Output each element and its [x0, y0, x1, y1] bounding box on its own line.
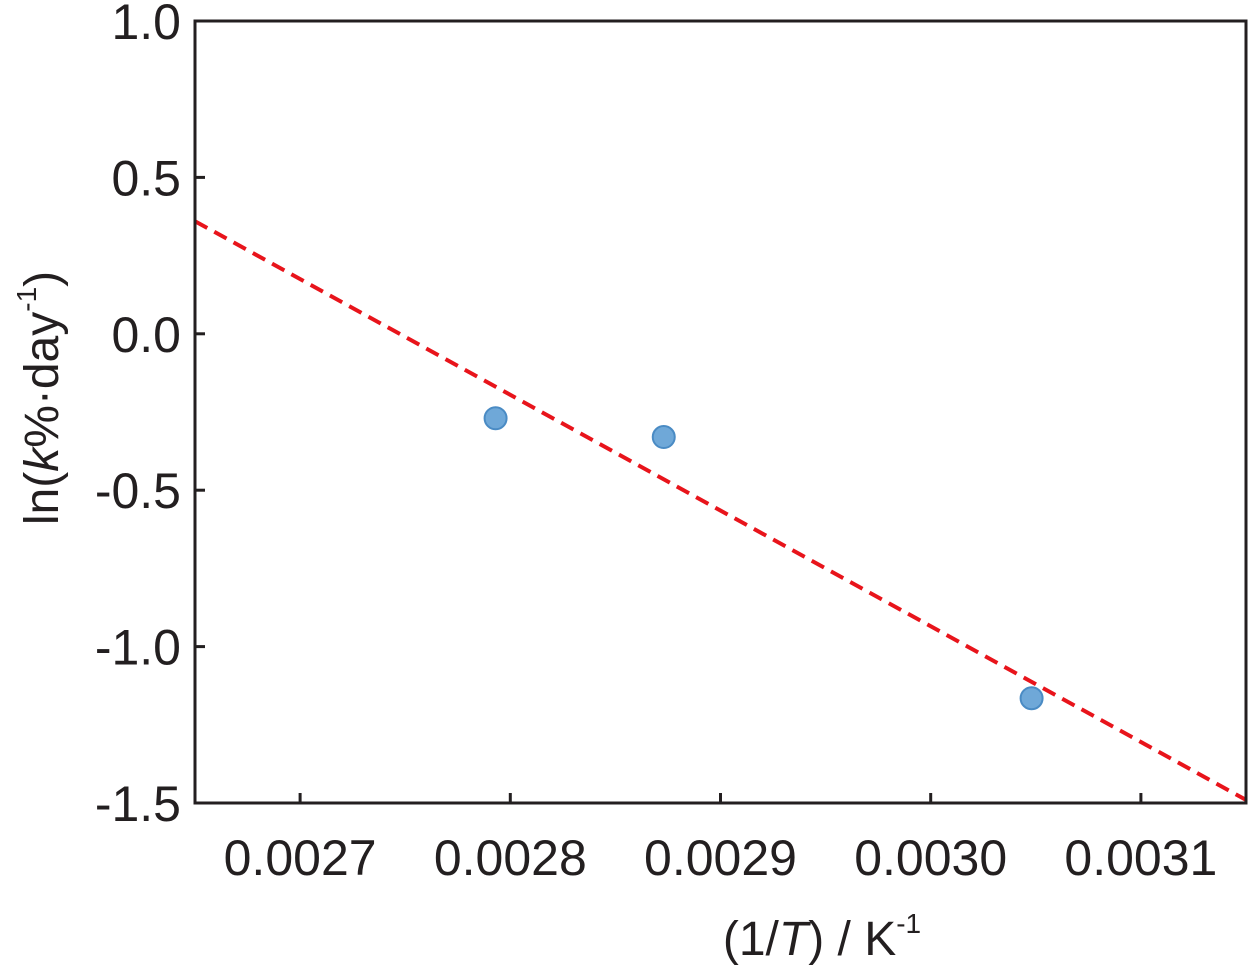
y-axis-label: ln(k%·day-1) [11, 271, 69, 525]
fit-line-layer [194, 219, 1247, 802]
data-points-layer [483, 406, 1044, 711]
x-tick-label: 0.0028 [434, 830, 587, 886]
x-tick-label: 0.0030 [854, 830, 1007, 886]
plot-frame [193, 19, 1248, 805]
y-axis-label-middle: %·day [16, 312, 69, 448]
y-tick-label: 1.0 [111, 0, 181, 50]
x-axis-label: (1/T) / K-1 [723, 908, 921, 966]
data-point [483, 406, 508, 431]
y-axis-label-prefix: ln( [16, 472, 69, 525]
y-tick-label: -1.5 [95, 776, 181, 832]
y-tick-label: 0.5 [111, 150, 181, 206]
x-tick-label: 0.0031 [1064, 830, 1217, 886]
y-axis-label-italic: k [16, 445, 69, 472]
x-tick-label: 0.0027 [224, 830, 377, 886]
x-axis-label-prefix: (1/ [723, 913, 780, 966]
x-tick-label: 0.0029 [644, 830, 797, 886]
data-point [1019, 686, 1044, 711]
x-axis-label-italic: T [779, 913, 812, 966]
axis-ticks [195, 19, 1143, 805]
fit-line [194, 219, 1247, 802]
x-axis-label-sup: -1 [896, 908, 921, 939]
y-tick-label: -1.0 [95, 620, 181, 676]
x-axis-label-suffix: ) / K [808, 913, 896, 966]
y-tick-label: 0.0 [111, 307, 181, 363]
y-axis-label-suffix: ) [16, 271, 69, 287]
y-tick-label: -0.5 [95, 463, 181, 519]
y-axis-label-sup: -1 [11, 287, 42, 312]
tick-labels: 0.0027 0.0028 0.0029 0.0030 0.0031 1.0 0.5 0.0 -… [95, 0, 1218, 886]
data-point [651, 425, 676, 450]
